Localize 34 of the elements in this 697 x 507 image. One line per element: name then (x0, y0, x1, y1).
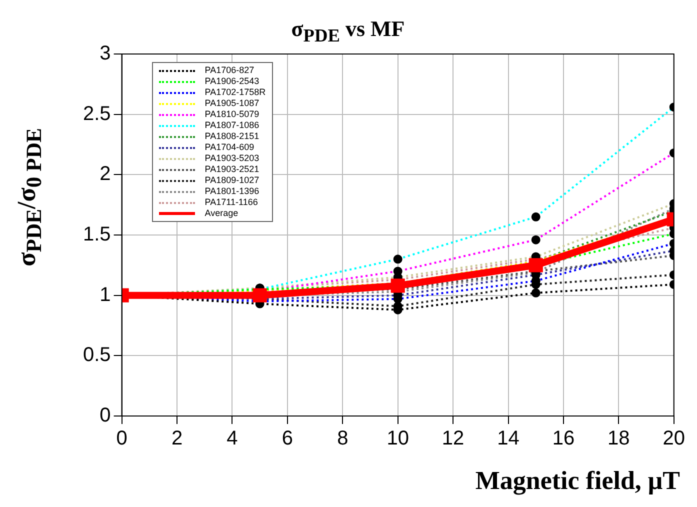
x-tick-label: 0 (116, 428, 128, 450)
legend-label: PA1711-1166 (204, 197, 258, 208)
legend-label: Average (204, 208, 238, 219)
legend-label: PA1903-5203 (204, 153, 260, 164)
legend-label: PA1905-1087 (204, 98, 260, 109)
legend-label: PA1807-1086 (204, 120, 260, 131)
x-tick-label: 4 (226, 428, 238, 450)
legend-label: PA1906-2543 (204, 76, 260, 87)
x-tick-label: 18 (608, 428, 630, 450)
y-tick-label: 1.5 (82, 224, 111, 246)
legend-label: PA1903-2521 (204, 164, 260, 175)
y-tick-label: 0.5 (82, 344, 111, 366)
legend-label: PA1704-609 (204, 142, 254, 153)
legend-label: PA1810-5079 (204, 109, 260, 120)
x-tick-label: 2 (171, 428, 183, 450)
y-tick-label: 0 (100, 404, 111, 427)
x-tick-label: 10 (386, 428, 409, 450)
legend-label: PA1706-827 (204, 65, 254, 76)
y-tick-label: 2.5 (82, 102, 111, 125)
x-axis-title: Magnetic field, μT (475, 466, 680, 496)
legend-label: PA1702-1758R (204, 87, 266, 98)
legend-label: PA1808-2151 (204, 131, 260, 142)
x-tick-label: 8 (337, 428, 348, 450)
x-tick-label: 14 (497, 428, 520, 450)
legend-label: PA1809-1027 (204, 175, 260, 186)
y-tick-label: 1 (100, 284, 111, 306)
legend-label: PA1801-1396 (204, 186, 260, 197)
x-tick-label: 6 (282, 428, 293, 450)
x-tick-label: 20 (662, 428, 685, 450)
y-tick-label: 3 (100, 42, 111, 65)
x-tick-label: 12 (442, 428, 464, 450)
chart-title: σ$_{PDE}$ vs MF (291, 16, 405, 46)
y-tick-label: 2 (100, 163, 111, 186)
x-tick-label: 16 (552, 428, 575, 450)
